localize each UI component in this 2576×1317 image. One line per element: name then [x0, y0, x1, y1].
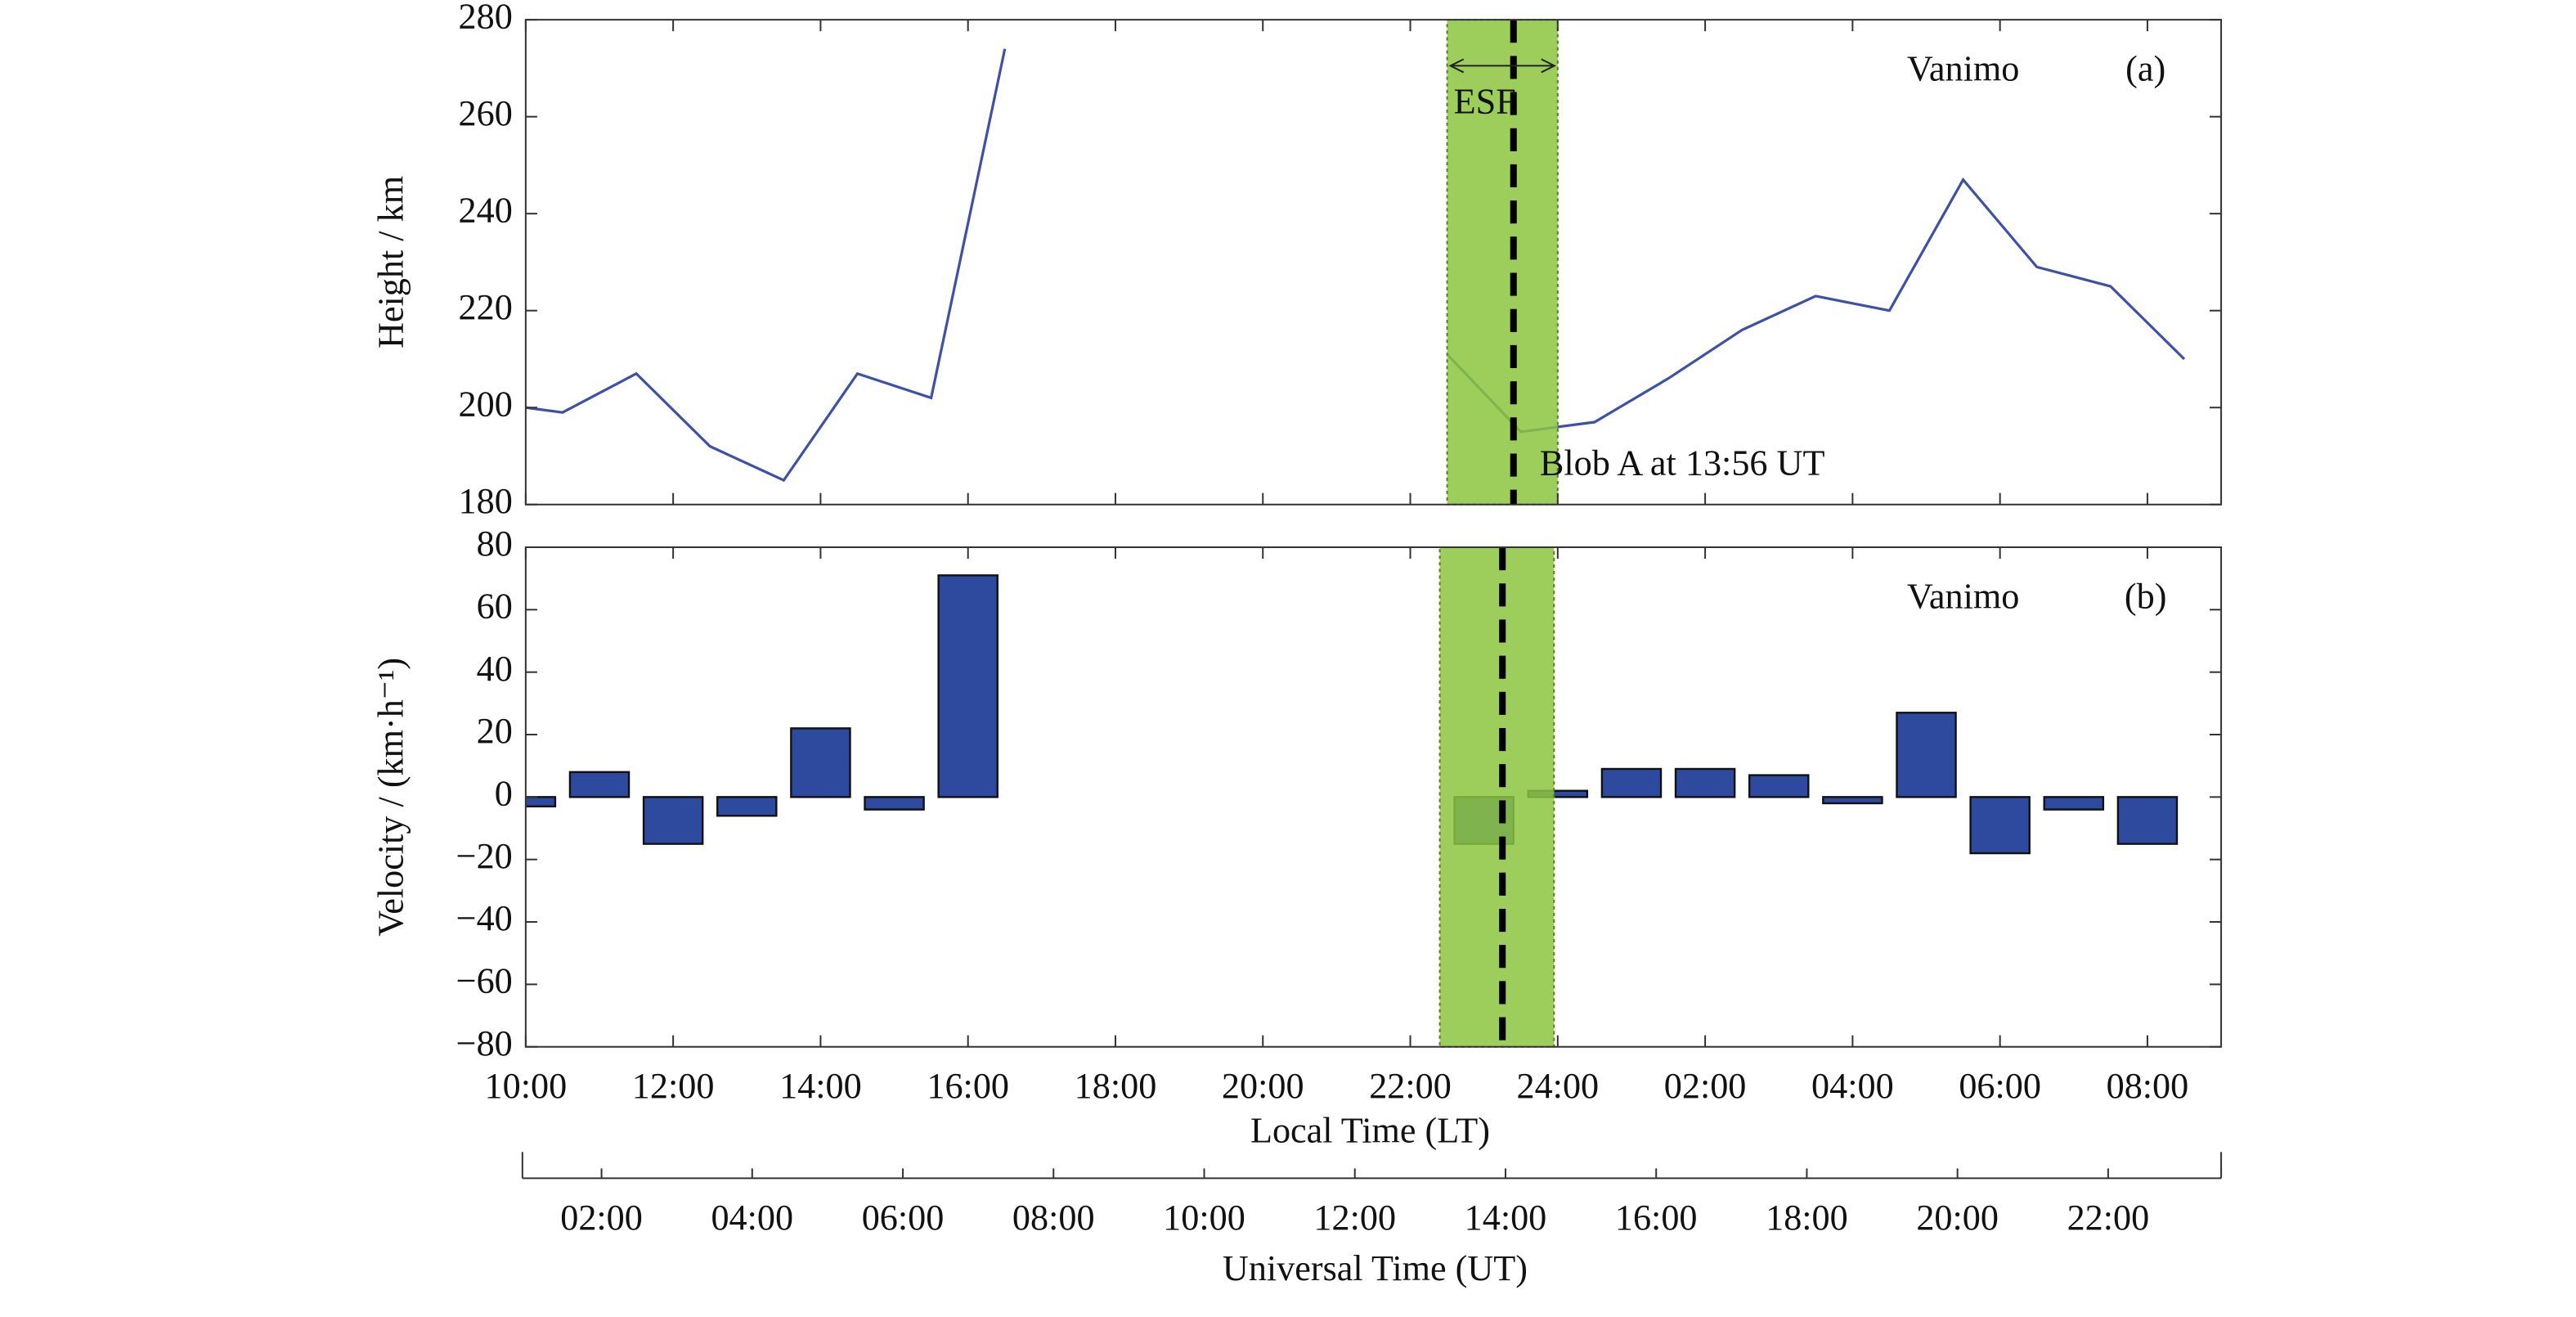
station-label: Vanimo [1907, 49, 2019, 89]
blob-label: Blob A at 13:56 UT [1540, 443, 1825, 483]
ut-tick-label: 18:00 [1766, 1198, 1848, 1238]
y-tick-label: 40 [477, 649, 513, 689]
station-label: Vanimo [1907, 576, 2019, 616]
ut-tick-label: 08:00 [1012, 1198, 1095, 1238]
x-tick-label: 04:00 [1811, 1066, 1894, 1106]
ut-tick-label: 04:00 [711, 1198, 793, 1238]
x-tick-label: 02:00 [1664, 1066, 1747, 1106]
x-tick-label: 18:00 [1075, 1066, 1157, 1106]
axes-frame [524, 546, 2223, 1048]
esf-band [1446, 19, 1559, 506]
x-tick-label: 16:00 [927, 1066, 1009, 1106]
ut-tick-label: 12:00 [1313, 1198, 1396, 1238]
ut-axis-label: Universal Time (UT) [1223, 1248, 1528, 1288]
velocity-bar [1600, 767, 1663, 798]
y-tick-label: 80 [477, 524, 513, 564]
velocity-bar [1822, 796, 1883, 805]
y-tick-label: −20 [456, 836, 513, 876]
velocity-bar [1674, 767, 1736, 798]
velocity-bar [864, 796, 925, 811]
velocity-bar [1896, 712, 1957, 798]
x-tick-label: 12:00 [632, 1066, 715, 1106]
x-tick-label: 14:00 [779, 1066, 862, 1106]
y-tick-label: −80 [456, 1023, 513, 1063]
plot-area [525, 48, 2186, 483]
x-axis-label: Local Time (LT) [1250, 1110, 1490, 1150]
velocity-bar [716, 796, 778, 817]
height-line [525, 48, 2186, 483]
ut-tick-label: 06:00 [862, 1198, 945, 1238]
x-tick-label: 22:00 [1369, 1066, 1452, 1106]
y-tick-label: 280 [459, 0, 513, 36]
velocity-bar [2043, 796, 2105, 811]
velocity-bar [790, 727, 851, 798]
panel-label: (a) [2125, 49, 2165, 89]
ut-tick-label: 10:00 [1163, 1198, 1245, 1238]
x-tick-label: 20:00 [1222, 1066, 1304, 1106]
panel-label: (b) [2125, 576, 2167, 616]
velocity-bar [1748, 774, 1810, 798]
esf-arrow [1448, 58, 1557, 74]
x-tick-label: 06:00 [1959, 1066, 2041, 1106]
esf-band [1438, 546, 1555, 1048]
y-axis-label: Velocity / (km·h⁻¹) [370, 658, 411, 937]
x-tick-label: 10:00 [485, 1066, 568, 1106]
ut-tick-label: 16:00 [1615, 1198, 1698, 1238]
y-tick-label: 200 [459, 384, 513, 424]
y-tick-label: 240 [459, 190, 513, 230]
y-tick-label: 260 [459, 93, 513, 133]
velocity-bar [568, 771, 631, 798]
plot-area [525, 574, 2179, 855]
y-tick-label: 20 [477, 711, 513, 751]
ut-tick-label: 14:00 [1465, 1198, 1547, 1238]
y-tick-label: 220 [459, 287, 513, 327]
velocity-bar [937, 574, 999, 798]
ut-tick-label: 02:00 [560, 1198, 643, 1238]
y-tick-label: −40 [456, 898, 513, 938]
esf-label: ESF [1454, 82, 1516, 122]
y-tick-label: 0 [495, 773, 513, 813]
x-tick-label: 24:00 [1516, 1066, 1599, 1106]
axes-frame [524, 19, 2223, 506]
y-axis-label: Height / km [370, 176, 411, 348]
x-tick-label: 08:00 [2107, 1066, 2189, 1106]
ut-tick-label: 20:00 [1916, 1198, 1999, 1238]
y-tick-label: 180 [459, 481, 513, 521]
y-tick-label: −60 [456, 961, 513, 1001]
velocity-bar [2116, 796, 2179, 845]
velocity-bar [1969, 796, 2031, 855]
ut-tick-label: 22:00 [2067, 1198, 2150, 1238]
velocity-bar [642, 796, 704, 845]
y-tick-label: 60 [477, 586, 513, 626]
